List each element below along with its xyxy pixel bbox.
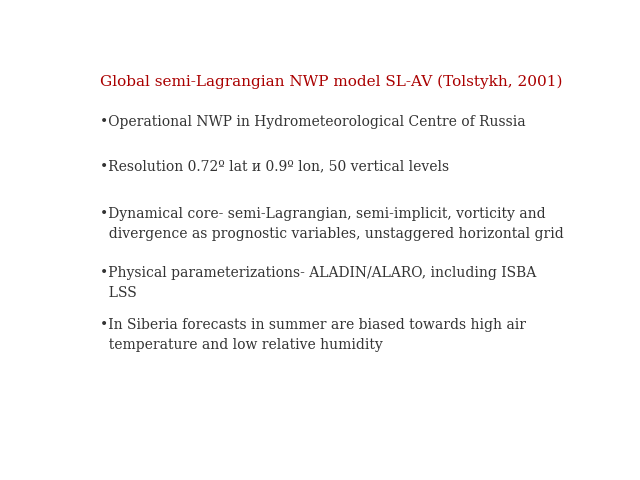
Text: •Operational NWP in Hydrometeorological Centre of Russia: •Operational NWP in Hydrometeorological … [100, 115, 525, 129]
Text: •Dynamical core- semi-Lagrangian, semi-implicit, vorticity and
  divergence as p: •Dynamical core- semi-Lagrangian, semi-i… [100, 207, 564, 241]
Text: •Physical parameterizations- ALADIN/ALARO, including ISBA
  LSS: •Physical parameterizations- ALADIN/ALAR… [100, 266, 536, 300]
Text: •Resolution 0.72º lat и 0.9º lon, 50 vertical levels: •Resolution 0.72º lat и 0.9º lon, 50 ver… [100, 159, 449, 173]
Text: Global semi-Lagrangian NWP model SL-AV (Tolstykh, 2001): Global semi-Lagrangian NWP model SL-AV (… [100, 74, 563, 89]
Text: •In Siberia forecasts in summer are biased towards high air
  temperature and lo: •In Siberia forecasts in summer are bias… [100, 318, 526, 352]
